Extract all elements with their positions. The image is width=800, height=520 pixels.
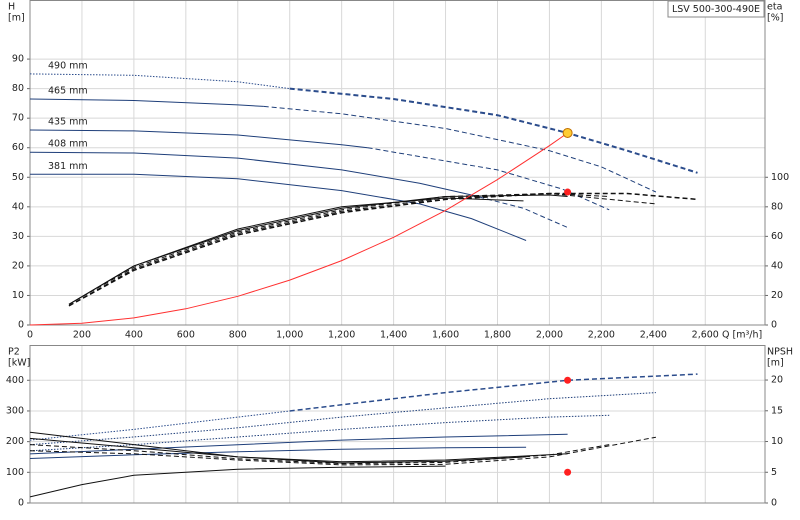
curve bbox=[29, 129, 368, 149]
x-tick-label: 2,000 bbox=[536, 330, 563, 341]
y-tick-label: 20 bbox=[12, 260, 24, 271]
plot-frame bbox=[29, 0, 766, 326]
y2-axis-unit: [m] bbox=[767, 358, 784, 369]
chart-title: LSV 500-300-490E bbox=[672, 4, 760, 15]
x-tick-label: 800 bbox=[229, 330, 247, 341]
y2-tick-label: 10 bbox=[771, 436, 783, 447]
curve bbox=[68, 192, 698, 307]
x-tick-label: 1,200 bbox=[328, 330, 355, 341]
operating-point bbox=[564, 376, 572, 384]
y2-tick-label: 20 bbox=[771, 290, 783, 301]
y-axis-label: P2 bbox=[8, 347, 20, 358]
y-tick-label: 300 bbox=[6, 405, 24, 416]
x-tick-label: 1,000 bbox=[276, 330, 303, 341]
y-tick-label: 0 bbox=[18, 498, 24, 509]
curve bbox=[29, 132, 568, 326]
x-tick-label: 600 bbox=[177, 330, 195, 341]
curve bbox=[263, 105, 657, 193]
y-tick-label: 80 bbox=[12, 83, 24, 94]
x-tick-label: 1,800 bbox=[484, 330, 511, 341]
plot: 0 100 200 300 400 0 5 10 15 20 P2[kW] NPSH[m] bbox=[6, 345, 793, 509]
y-tick-label: 40 bbox=[12, 201, 24, 212]
curve bbox=[68, 192, 656, 307]
curve bbox=[30, 173, 527, 241]
y2-tick-label: 5 bbox=[771, 467, 777, 478]
operating-point bbox=[562, 127, 573, 138]
y2-tick-label: 0 bbox=[771, 320, 777, 331]
x-tick-label: 2,200 bbox=[588, 330, 615, 341]
x-tick-label: 1,400 bbox=[380, 330, 407, 341]
curve bbox=[29, 98, 264, 107]
curve bbox=[29, 436, 656, 466]
y2-tick-label: 15 bbox=[771, 405, 783, 416]
curve-label: 490 mm bbox=[48, 60, 88, 71]
curve bbox=[367, 147, 610, 211]
curve bbox=[68, 194, 568, 305]
curve-label: 465 mm bbox=[48, 85, 88, 96]
curve bbox=[29, 392, 656, 446]
curve-label: 435 mm bbox=[48, 117, 88, 128]
y-tick-label: 200 bbox=[6, 436, 24, 447]
y2-axis-label: NPSH bbox=[767, 347, 793, 358]
x-tick-label: 2,600 bbox=[692, 330, 719, 341]
plot: 0 200 400 600 800 1,000 1,200 1,400 1,600 1,800 2,… bbox=[8, 0, 789, 341]
y-tick-label: 100 bbox=[6, 467, 24, 478]
x-tick-label: 200 bbox=[73, 330, 91, 341]
y2-axis-label: eta bbox=[767, 2, 782, 13]
y-tick-label: 0 bbox=[18, 320, 24, 331]
title-box bbox=[667, 0, 765, 18]
y-axis-unit: [m] bbox=[8, 13, 25, 24]
curve bbox=[29, 444, 610, 465]
curve bbox=[289, 87, 698, 174]
y2-axis-unit: [%] bbox=[767, 13, 783, 24]
curve bbox=[29, 414, 610, 452]
y2-tick-label: 20 bbox=[771, 375, 783, 386]
curve bbox=[29, 446, 527, 459]
y-tick-label: 30 bbox=[12, 231, 24, 242]
x-tick-label: 1,600 bbox=[432, 330, 459, 341]
y-tick-label: 60 bbox=[12, 142, 24, 153]
plot-frame bbox=[29, 345, 766, 504]
x-tick-label: 0 bbox=[27, 330, 33, 341]
curve bbox=[29, 151, 472, 196]
y-tick-label: 90 bbox=[12, 54, 24, 65]
curve-label: 408 mm bbox=[48, 139, 88, 150]
curve-label: 381 mm bbox=[48, 161, 88, 172]
x-axis-label: Q [m³/h] bbox=[722, 330, 762, 341]
x-tick-label: 400 bbox=[125, 330, 143, 341]
curve bbox=[29, 433, 568, 455]
curve bbox=[29, 431, 527, 464]
curve bbox=[29, 73, 290, 90]
y-tick-label: 50 bbox=[12, 172, 24, 183]
y2-tick-label: 80 bbox=[771, 201, 783, 212]
y-tick-label: 10 bbox=[12, 290, 24, 301]
curve bbox=[29, 437, 568, 463]
operating-point bbox=[564, 468, 572, 476]
y2-tick-label: 0 bbox=[771, 498, 777, 509]
curve bbox=[29, 410, 290, 441]
y2-tick-label: 40 bbox=[771, 260, 783, 271]
operating-point bbox=[564, 188, 572, 196]
x-tick-label: 2,400 bbox=[640, 330, 667, 341]
curve bbox=[289, 373, 698, 412]
y-axis-label: H bbox=[8, 2, 15, 13]
curve bbox=[29, 465, 446, 498]
y2-tick-label: 100 bbox=[771, 172, 789, 183]
y-tick-label: 400 bbox=[6, 375, 24, 386]
y-tick-label: 70 bbox=[12, 113, 24, 124]
y2-tick-label: 60 bbox=[771, 231, 783, 242]
y-axis-unit: [kW] bbox=[8, 358, 30, 369]
